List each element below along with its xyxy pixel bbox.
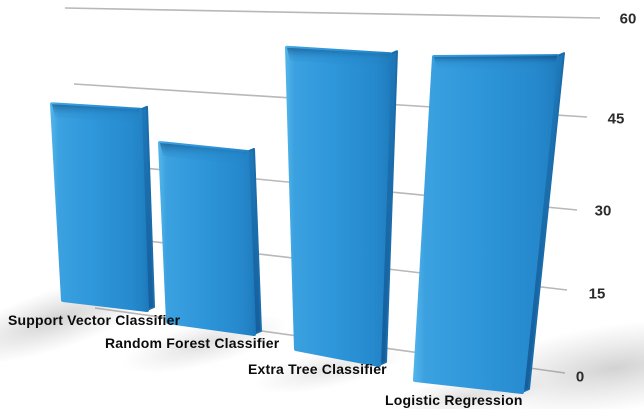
bar-logistic-regression (413, 52, 565, 394)
category-label-support-vector-classifier: Support Vector Classifier (8, 312, 181, 328)
gridline-60 (64, 7, 601, 19)
category-label-extra-tree-classifier: Extra Tree Classifier (248, 361, 387, 377)
ytick-label-60: 60 (619, 10, 637, 28)
floor-shadow-right (466, 319, 644, 409)
bar-top-bevel (287, 47, 390, 68)
bar-top-bevel (160, 143, 247, 165)
bar-front-face (158, 141, 256, 336)
bar-top-bevel (52, 104, 140, 123)
ytick-label-30: 30 (594, 202, 612, 220)
ytick-label-0: 0 (575, 368, 585, 386)
bar-extra-tree-classifier (285, 45, 398, 367)
bar-top-bevel (434, 56, 557, 70)
ytick-label-15: 15 (588, 285, 606, 303)
category-label-logistic-regression: Logistic Regression (385, 392, 523, 408)
bar-random-forest-classifier (158, 141, 262, 336)
category-label-random-forest-classifier: Random Forest Classifier (105, 335, 280, 351)
bar-front-face (50, 102, 149, 312)
ytick-label-45: 45 (607, 110, 625, 128)
bar-support-vector-classifier (50, 102, 155, 312)
bar-front-face (285, 45, 392, 367)
